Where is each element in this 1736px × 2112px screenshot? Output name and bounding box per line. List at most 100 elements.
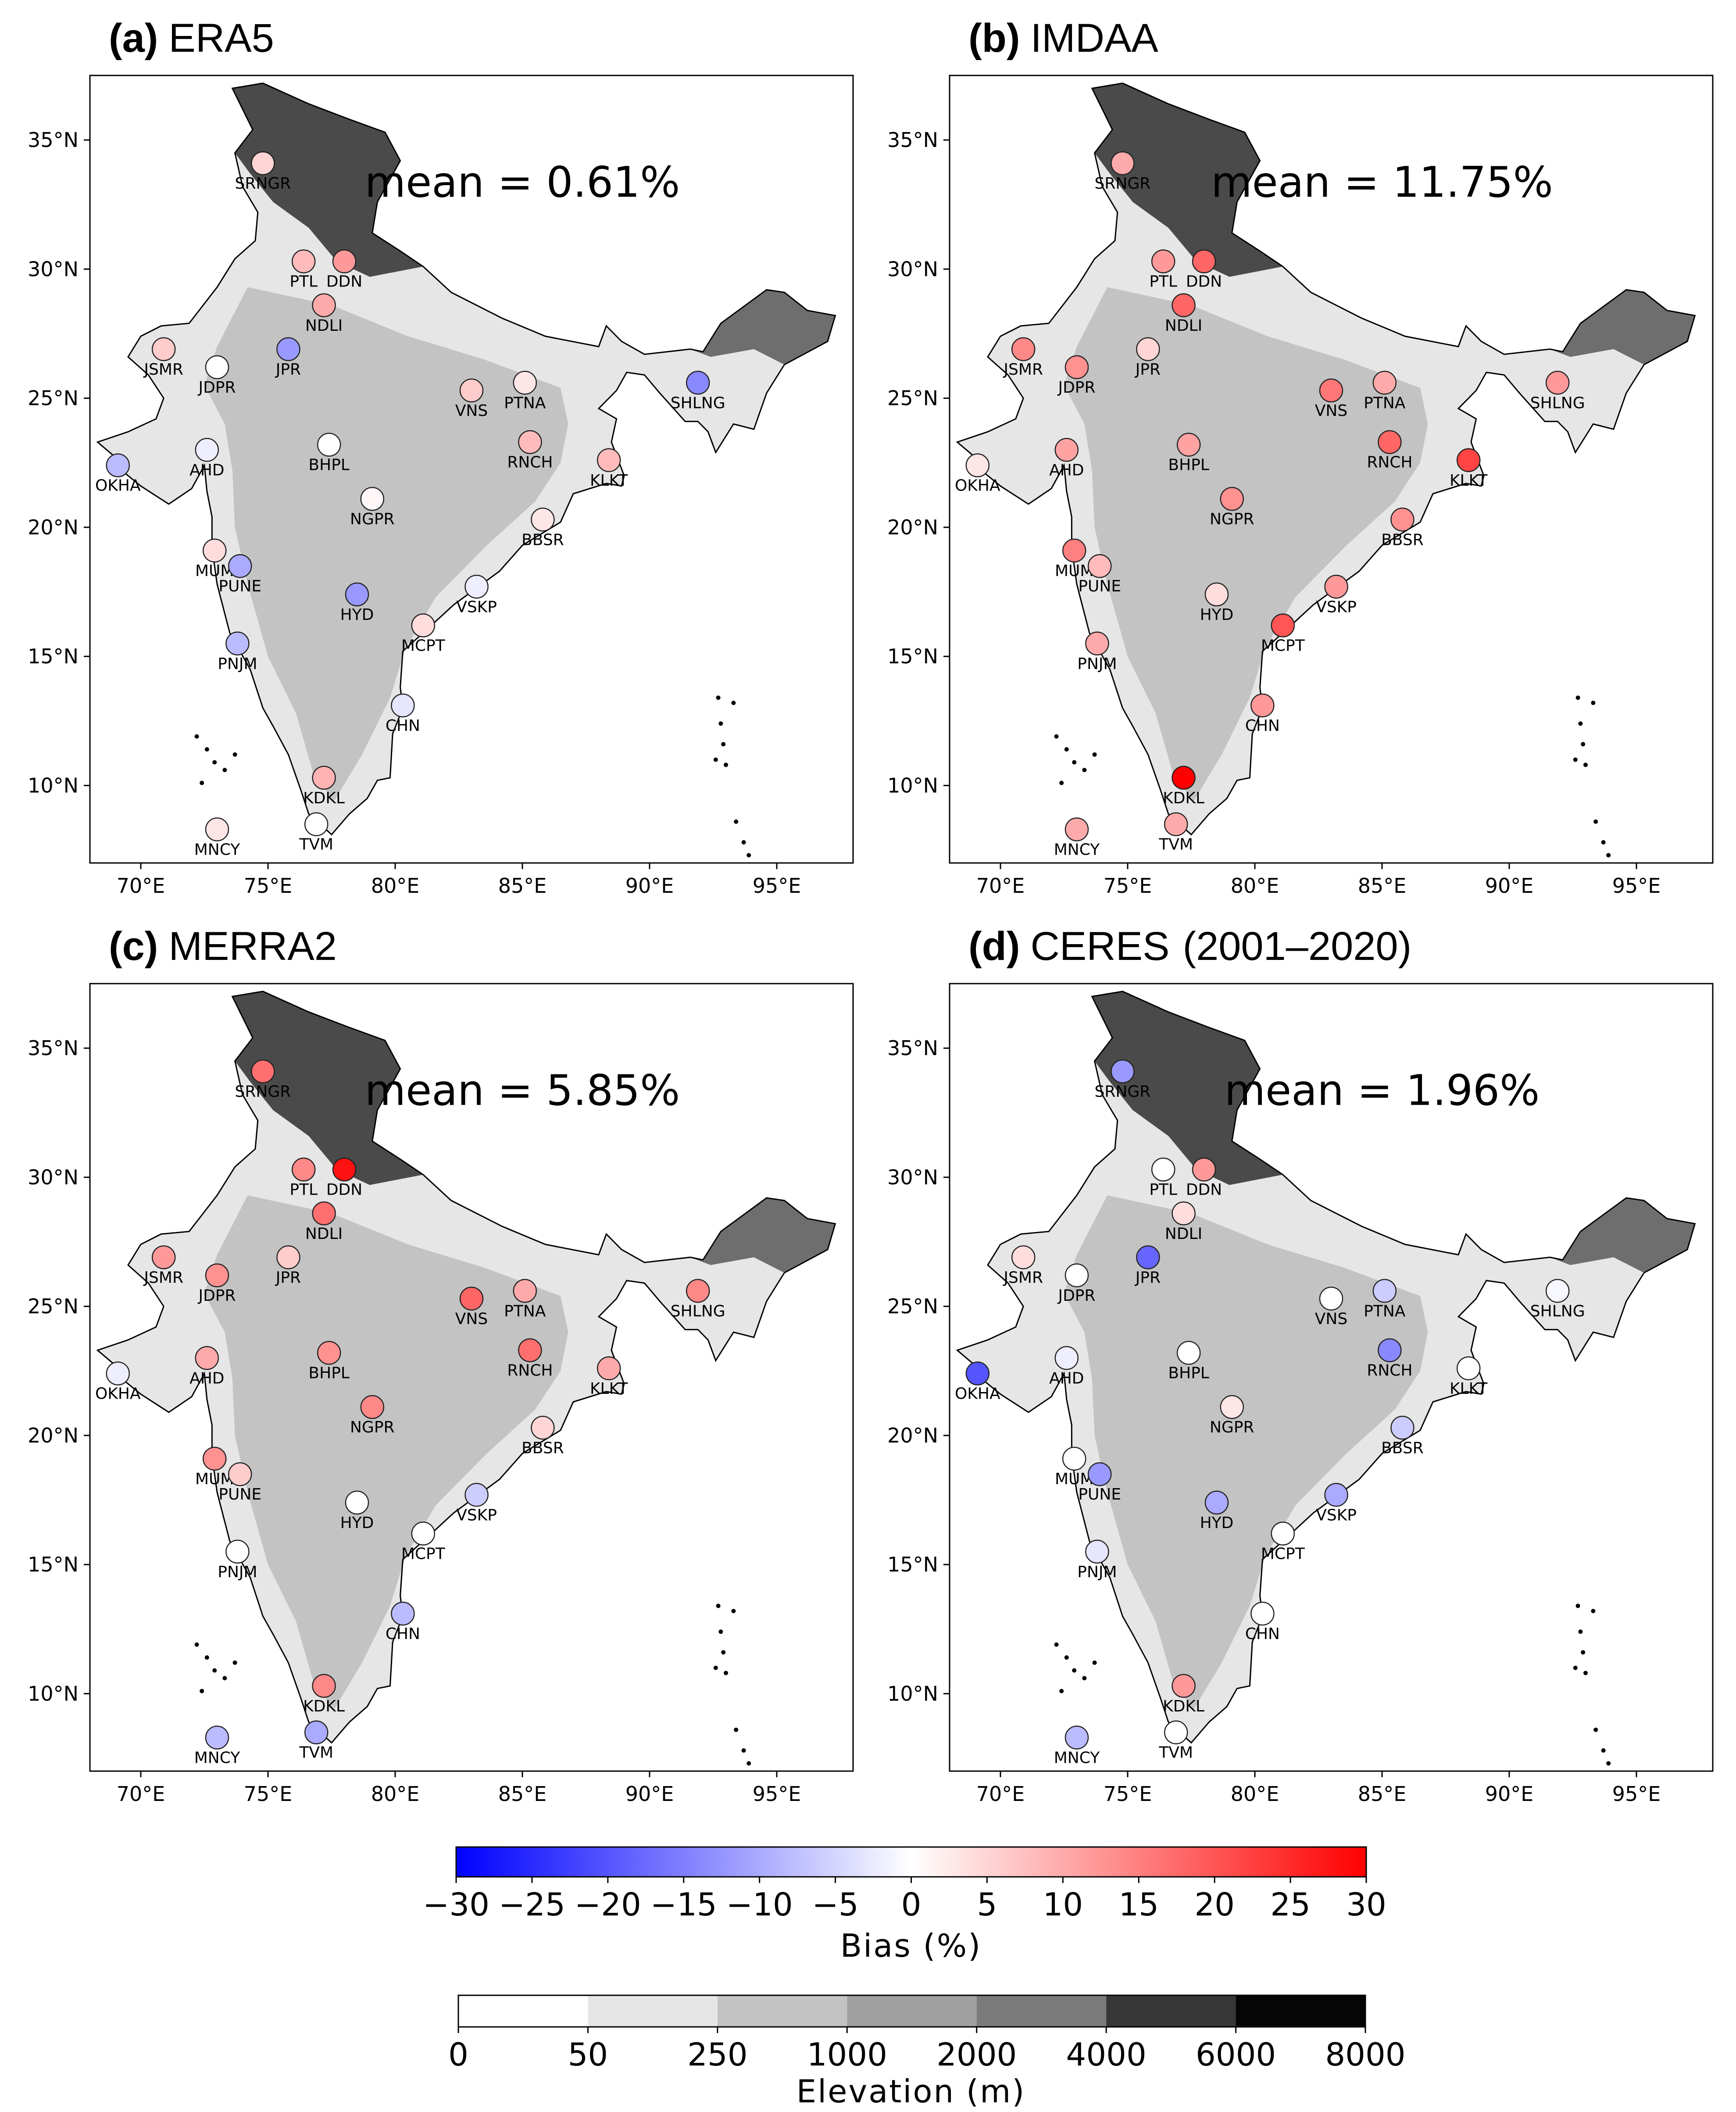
island-mark <box>747 853 751 858</box>
station-marker <box>1011 1245 1036 1270</box>
station-marker <box>345 1490 369 1515</box>
station-marker <box>464 1483 489 1507</box>
svg-text:(a)ERA5: (a) ERA5 <box>109 16 274 61</box>
station-marker <box>1250 693 1275 718</box>
station-label: TVM <box>1158 1744 1193 1762</box>
x-tick-label: 90°E <box>1485 874 1534 898</box>
elevation-bin <box>588 1995 718 2027</box>
station-label: OKHA <box>955 477 1000 495</box>
plateau-elevation-zone <box>204 1195 568 1709</box>
island-mark <box>212 1668 217 1673</box>
station-marker <box>1545 1279 1570 1303</box>
station-label: VSKP <box>1316 598 1357 616</box>
station-label: AHD <box>189 461 224 479</box>
station-marker <box>228 1462 252 1486</box>
station-marker <box>1151 1157 1175 1181</box>
station-label: VNS <box>455 402 488 420</box>
station-label: PNJM <box>1077 655 1117 673</box>
station-label: SRNGR <box>235 1083 291 1101</box>
island-mark <box>1593 1727 1598 1732</box>
station-label: PTL <box>1149 273 1177 291</box>
y-tick-label: 35°N <box>887 1036 938 1060</box>
station-label: NDLI <box>305 1225 343 1243</box>
island-mark <box>734 819 739 824</box>
bias-tick-label: −5 <box>812 1886 859 1923</box>
x-tick-label: 90°E <box>625 1782 674 1806</box>
station-label: OKHA <box>95 1385 141 1403</box>
bias-colorbar <box>455 1846 1367 1878</box>
mean-annotation: mean = 0.61% <box>365 158 680 207</box>
station-label: RNCH <box>507 1362 553 1380</box>
station-label: DDN <box>326 273 362 291</box>
northeast-elevation-zone <box>690 290 836 365</box>
station-marker <box>531 508 555 532</box>
y-tick-label: 10°N <box>28 773 79 797</box>
station-label: VSKP <box>456 598 497 616</box>
station-marker <box>1271 613 1295 637</box>
station-label: KLKT <box>590 1380 628 1398</box>
station-label: TVM <box>299 1744 333 1762</box>
station-label: DDN <box>326 1181 362 1199</box>
y-tick-label: 20°N <box>887 1424 938 1447</box>
station-label: MNCY <box>1054 1749 1100 1767</box>
station-label: CHN <box>386 717 420 735</box>
panel-period: (2001–2020) <box>1182 924 1411 969</box>
elevation-tick-label: 8000 <box>1325 2036 1405 2073</box>
station-marker <box>513 371 537 395</box>
island-mark <box>1583 1671 1588 1675</box>
station-label: MUM <box>195 1470 234 1488</box>
station-marker <box>464 575 489 599</box>
y-tick-label: 35°N <box>887 128 938 152</box>
station-marker <box>1456 448 1481 473</box>
y-tick-label: 25°N <box>28 387 79 410</box>
station-marker <box>597 448 621 473</box>
station-marker <box>205 355 229 379</box>
bias-tick-label: 0 <box>901 1886 922 1923</box>
map-panel-svg: (a) ERA5 70°E 75°E 80°E 85°E 90°E 95°E 10°N 15°N… <box>28 16 854 898</box>
island-mark <box>194 734 199 739</box>
station-label: SRNGR <box>1095 175 1151 193</box>
x-tick-label: 95°E <box>753 874 801 898</box>
station-label: MCPT <box>1261 1545 1305 1563</box>
station-marker <box>1062 1446 1086 1471</box>
station-label: PUNE <box>218 577 261 595</box>
map-panel-svg: (b) IMDAA 70°E 75°E 80°E 85°E 90°E 95°E 10°N 15°… <box>887 16 1714 898</box>
station-marker <box>1064 1725 1089 1750</box>
station-marker <box>1136 1245 1160 1270</box>
station-marker <box>251 1059 275 1084</box>
station-marker <box>1250 1601 1275 1626</box>
station-marker <box>518 1338 542 1362</box>
station-marker <box>1164 812 1188 836</box>
station-marker <box>276 337 300 362</box>
station-label: SRNGR <box>1095 1083 1151 1101</box>
station-label: AHD <box>1049 1369 1084 1387</box>
india-boundary <box>96 82 836 836</box>
station-marker <box>304 1720 329 1744</box>
himalaya-elevation-zone <box>1092 991 1283 1185</box>
island-mark <box>1059 780 1064 785</box>
himalaya-elevation-zone <box>232 83 423 277</box>
station-label: VNS <box>455 1310 488 1328</box>
station-label: PTNA <box>1364 394 1406 412</box>
island-mark <box>731 1609 736 1614</box>
station-marker <box>411 1521 436 1546</box>
station-marker <box>1111 1059 1135 1084</box>
panel-title: IMDAA <box>1030 16 1158 61</box>
elevation-tick-label: 2000 <box>936 2036 1017 2073</box>
station-marker <box>360 487 385 511</box>
island-mark <box>713 757 718 762</box>
y-tick-label: 25°N <box>887 1295 938 1318</box>
station-marker <box>1064 1263 1089 1288</box>
station-label: RNCH <box>1367 454 1412 472</box>
elevation-colorbar <box>457 1994 1366 2028</box>
x-tick-label: 95°E <box>1612 1782 1661 1806</box>
panel-b: (b) IMDAA 70°E 75°E 80°E 85°E 90°E 95°E 10°N 15°… <box>860 0 1728 908</box>
y-tick-label: 10°N <box>887 773 938 797</box>
elevation-bin <box>1236 1995 1365 2027</box>
island-mark <box>1064 1655 1069 1660</box>
station-marker <box>1378 430 1402 454</box>
island-mark <box>747 1761 751 1766</box>
station-marker <box>1204 1490 1229 1515</box>
station-label: OKHA <box>95 477 141 495</box>
island-mark <box>1082 768 1087 773</box>
